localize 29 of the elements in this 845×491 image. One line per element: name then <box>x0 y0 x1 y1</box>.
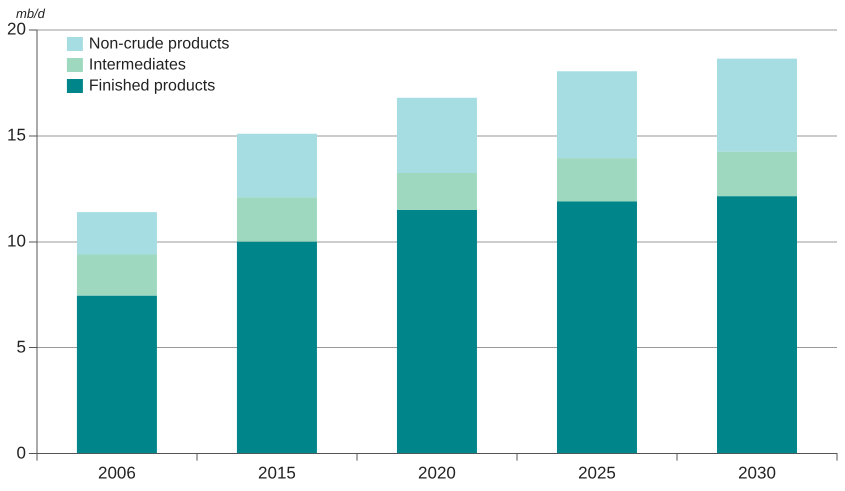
bar <box>76 296 157 454</box>
x-tick-label: 2015 <box>258 463 296 482</box>
bar <box>236 134 317 198</box>
y-tick-label: 0 <box>16 443 26 462</box>
bar <box>556 158 637 202</box>
bar <box>76 212 157 255</box>
bar <box>716 196 797 454</box>
y-axis-title: mb/d <box>16 6 46 21</box>
x-tick-label: 2006 <box>98 463 136 482</box>
bar <box>556 202 637 454</box>
y-tick-label: 15 <box>6 126 26 145</box>
bar <box>716 58 797 152</box>
bar <box>396 210 477 454</box>
bar <box>396 98 477 173</box>
bar <box>716 152 797 196</box>
x-tick-label: 2020 <box>418 463 456 482</box>
bar <box>76 254 157 296</box>
y-tick-label: 5 <box>16 337 26 356</box>
bar <box>236 197 317 242</box>
legend-label: Non-crude products <box>88 35 230 52</box>
x-tick-label: 2030 <box>738 463 776 482</box>
legend-label: Finished products <box>88 77 216 94</box>
bar <box>236 242 317 454</box>
y-tick-label: 20 <box>6 20 26 39</box>
y-tick-label: 10 <box>6 231 26 250</box>
legend-label: Intermediates <box>88 56 186 74</box>
bar <box>396 172 477 210</box>
bar <box>556 71 637 158</box>
x-tick-label: 2025 <box>578 463 616 482</box>
